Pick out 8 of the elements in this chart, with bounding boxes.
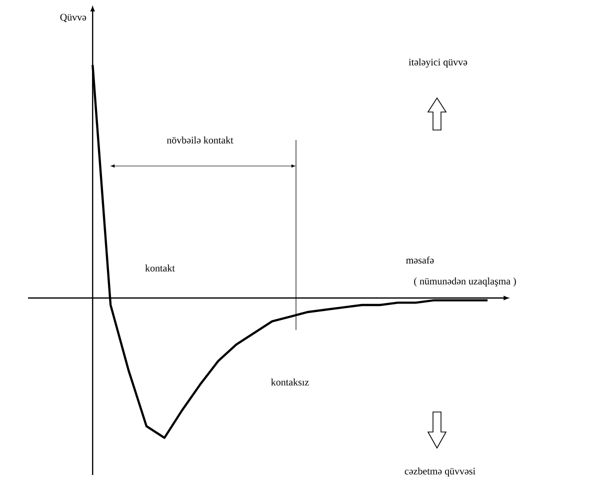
text: cəzbetmə qüvvəsi <box>404 467 476 477</box>
annotation: növbəilə kontakt <box>166 136 234 144</box>
annotation: ( nümunədən uzaqlaşma ) <box>414 277 516 287</box>
y-axis-title: Qüvvə <box>60 14 86 22</box>
annotation: kontakt <box>145 264 175 272</box>
x-axis-title: məsafə <box>406 256 434 264</box>
annotation: itələyici qüvvə <box>408 58 468 68</box>
annotation: kontaksız <box>271 378 309 386</box>
